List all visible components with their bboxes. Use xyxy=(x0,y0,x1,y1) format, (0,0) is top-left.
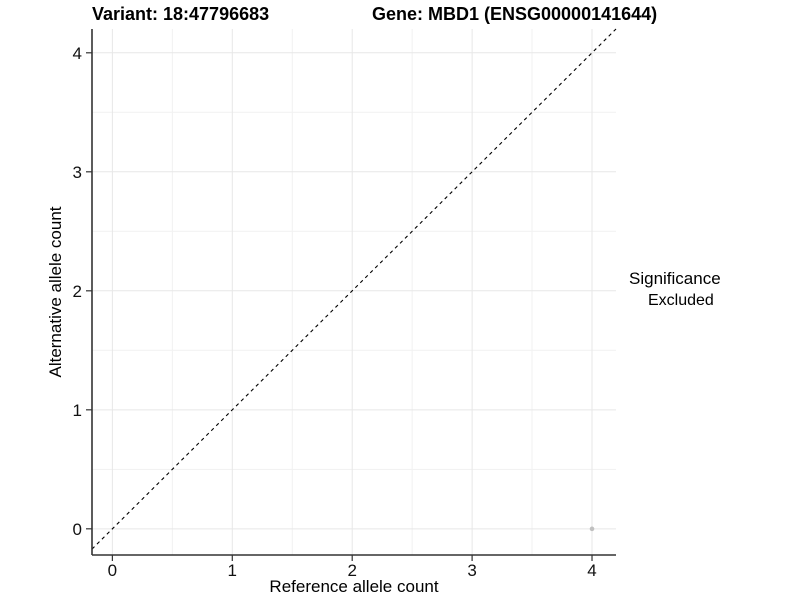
x-tick-label: 3 xyxy=(467,561,476,580)
data-point xyxy=(589,526,595,532)
panel-background xyxy=(92,29,616,555)
plot-title-gene: Gene: MBD1 (ENSG00000141644) xyxy=(372,4,658,24)
x-tick-label: 0 xyxy=(108,561,117,580)
y-axis-label: Alternative allele count xyxy=(46,206,65,378)
y-tick-label: 4 xyxy=(73,44,82,63)
y-tick-label: 3 xyxy=(73,163,82,182)
plot-title-variant: Variant: 18:47796683 xyxy=(92,4,270,24)
y-tick-label: 1 xyxy=(73,401,82,420)
x-tick-label: 1 xyxy=(228,561,237,580)
legend-point-icon xyxy=(634,298,640,304)
x-tick-label: 4 xyxy=(587,561,596,580)
legend-title: Significance xyxy=(629,269,721,288)
y-tick-label: 0 xyxy=(73,520,82,539)
legend: Significance Excluded xyxy=(627,269,721,310)
y-tick-label: 2 xyxy=(73,282,82,301)
x-axis-label: Reference allele count xyxy=(269,577,439,596)
x-tick-label: 2 xyxy=(347,561,356,580)
legend-entry-label: Excluded xyxy=(648,292,714,309)
legend-entry-excluded: Excluded xyxy=(627,292,721,310)
